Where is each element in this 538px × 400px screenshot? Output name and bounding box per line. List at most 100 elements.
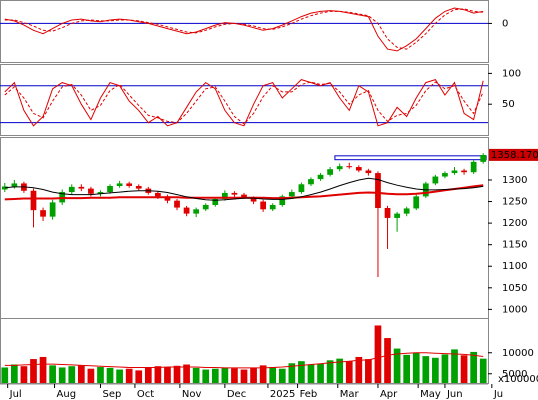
volume-bar <box>97 367 104 383</box>
volume-bar <box>365 359 372 383</box>
candle-body <box>461 170 467 173</box>
panel-frame <box>0 64 489 136</box>
x-tick-label: Aug <box>57 389 77 400</box>
candle-body <box>317 174 324 180</box>
candle-body <box>451 170 458 174</box>
line-series <box>4 7 484 52</box>
candle-body <box>135 186 142 189</box>
candle-body <box>78 186 85 189</box>
volume-bar <box>412 352 420 383</box>
volume-bar <box>403 354 411 383</box>
volume-bar <box>278 368 286 383</box>
candle-body <box>279 196 286 205</box>
volume-bar <box>192 367 200 383</box>
candle-body <box>11 183 18 187</box>
y-tick-label: 10000 <box>502 348 534 359</box>
y-tick-label: 1100 <box>502 261 527 272</box>
volume-bar <box>144 367 152 383</box>
y-tick-label: 1300 <box>502 175 527 186</box>
x-tick-label: Ju <box>493 389 503 400</box>
candle-body <box>174 200 180 208</box>
volume-bar <box>479 358 487 383</box>
candle-body <box>403 208 410 214</box>
volume-bar <box>154 366 162 383</box>
y-tick-label: 5000 <box>502 369 527 380</box>
x-tick-label: Apr <box>380 389 398 400</box>
candle-body <box>442 173 448 177</box>
candle-body <box>241 194 247 198</box>
candle-body <box>1 186 8 190</box>
y-tick-label: 1250 <box>502 197 527 208</box>
candle-body <box>365 170 372 174</box>
line-series <box>4 8 484 50</box>
candle-body <box>336 166 343 170</box>
candle-body <box>269 204 276 210</box>
volume-bar <box>422 356 430 383</box>
volume-bar <box>345 361 353 383</box>
candle-body <box>212 198 219 205</box>
volume-bar <box>460 355 468 383</box>
volume-bar <box>240 369 248 383</box>
line-series <box>4 81 484 125</box>
volume-bar <box>211 368 219 383</box>
candle-body <box>470 161 477 173</box>
volume-bar <box>58 367 66 383</box>
candle-body <box>384 208 391 218</box>
candle-body <box>250 197 257 202</box>
candle-body <box>202 204 209 210</box>
line-series <box>4 177 484 201</box>
volume-bar <box>135 370 143 383</box>
candle-body <box>355 167 362 171</box>
volume-bar <box>298 361 305 383</box>
y-tick-label: 1150 <box>502 240 527 251</box>
x-tick-label: Oct <box>137 389 154 400</box>
x-tick-label: May <box>420 389 441 400</box>
candle-body <box>97 192 104 194</box>
candle-body <box>480 154 487 162</box>
volume-bar <box>11 364 18 383</box>
volume-bar <box>374 325 382 383</box>
candle-body <box>231 192 238 195</box>
volume-bar <box>183 364 190 383</box>
volume-bar <box>221 367 229 383</box>
volume-bar <box>451 349 458 383</box>
volume-bar <box>250 367 257 383</box>
unit-label: x100000 <box>498 374 538 385</box>
volume-bar <box>355 356 363 383</box>
volume-bar <box>39 356 47 383</box>
y-tick-label: 1050 <box>502 283 527 294</box>
candle-body <box>68 186 75 193</box>
candle-body <box>107 186 113 193</box>
volume-bar <box>68 366 76 383</box>
y-tick-label: 100 <box>502 68 521 79</box>
candle-body <box>88 188 94 194</box>
volume-bar <box>116 369 123 383</box>
volume-bar <box>231 368 238 383</box>
volume-bar <box>307 364 315 383</box>
y-tick-label: 50 <box>502 99 515 110</box>
candle-body <box>394 213 400 218</box>
line-series <box>4 352 484 369</box>
volume-bar <box>1 367 9 383</box>
candle-body <box>164 196 171 201</box>
candle-body <box>126 183 133 187</box>
candle-body <box>308 179 314 185</box>
candle-body <box>193 209 200 214</box>
volume-bar <box>87 368 95 383</box>
candle-body <box>49 202 56 217</box>
volume-bar <box>20 366 28 383</box>
candle-body <box>327 169 333 175</box>
volume-bar <box>164 367 171 383</box>
volume-bar <box>49 365 56 383</box>
x-tick-label: Mar <box>340 389 360 400</box>
y-tick-label: 1200 <box>502 218 527 229</box>
x-tick-label: Nov <box>182 389 202 400</box>
volume-bar <box>288 363 296 383</box>
volume-bar <box>441 354 449 383</box>
last-price-box <box>489 148 538 161</box>
volume-bar <box>173 365 181 383</box>
volume-bar <box>202 369 210 383</box>
volume-bar <box>470 351 477 383</box>
